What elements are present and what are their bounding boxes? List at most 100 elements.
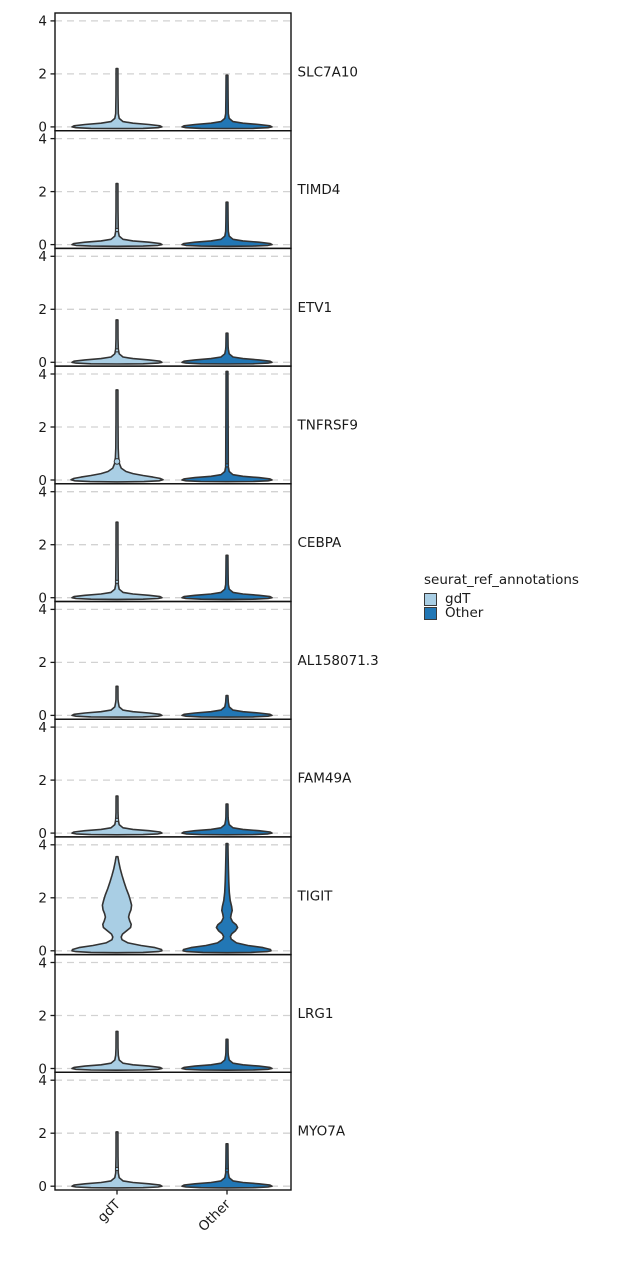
violin-MYO7A-gdT (71, 1131, 163, 1189)
facet-label-TNFRSF9: TNFRSF9 (297, 418, 358, 434)
panel-border (54, 1071, 292, 1191)
y-tick-label: 2 (38, 655, 47, 671)
panel-SLC7A10: 0 2 4 SLC7A10 (38, 12, 359, 136)
violin-ETV1-gdT (71, 319, 163, 365)
panel-border (54, 600, 292, 720)
y-tick-label: 4 (38, 955, 47, 971)
violin-LRG1-gdT (71, 1030, 163, 1071)
data-point (114, 348, 120, 353)
panel-TIGIT: 0 2 4 TIGIT (38, 836, 334, 960)
panel-border (54, 483, 292, 603)
y-tick-label: 2 (38, 1126, 47, 1142)
y-tick-label: 0 (38, 120, 47, 136)
data-point (113, 458, 121, 465)
violin-TIMD4-gdT (71, 182, 163, 248)
facet-label-TIMD4: TIMD4 (297, 182, 341, 198)
violin-TIGIT-gdT (71, 855, 163, 954)
data-point (224, 463, 230, 468)
panel-MYO7A: 0 2 4 MYO7A (38, 1071, 346, 1195)
y-tick-label: 0 (38, 473, 47, 489)
y-tick-label: 2 (38, 891, 47, 907)
x-category-label-Other: Other (195, 1196, 234, 1235)
facet-label-LRG1: LRG1 (298, 1006, 334, 1022)
violin-SLC7A10-gdT (71, 67, 163, 130)
data-point (114, 817, 120, 823)
violin-FAM49A-Other (181, 803, 273, 836)
y-tick-label: 0 (38, 355, 47, 371)
violin-FAM49A-gdT (71, 795, 163, 836)
legend-label-gdt: gdT (445, 591, 471, 607)
panel-border (54, 953, 292, 1073)
violin-SLC7A10-Other (181, 74, 273, 130)
facet-label-MYO7A: MYO7A (298, 1124, 346, 1140)
legend-title: seurat_ref_annotations (424, 572, 579, 588)
legend-item-gdt: gdT (424, 591, 579, 607)
data-point (114, 227, 120, 233)
y-tick-label: 0 (38, 237, 47, 253)
y-tick-label: 2 (38, 302, 47, 318)
violin-MYO7A-Other (181, 1143, 273, 1189)
y-tick-label: 0 (38, 1061, 47, 1077)
violin-TIGIT-Other (182, 842, 272, 954)
y-tick-label: 2 (38, 184, 47, 200)
violin-ETV1-Other (181, 332, 273, 365)
y-tick-label: 0 (38, 1179, 47, 1195)
legend-swatch-gdt-icon (424, 593, 437, 606)
violin-CEBPA-Other (181, 554, 273, 601)
panel-border (54, 247, 292, 367)
violin-AL158071.3-gdT (71, 685, 163, 718)
y-tick-label: 4 (38, 602, 47, 618)
data-point (224, 1168, 230, 1173)
y-tick-label: 0 (38, 591, 47, 607)
y-tick-label: 4 (38, 14, 47, 30)
panel-AL158071.3: 0 2 4 AL158071.3 (38, 600, 379, 724)
legend-label-other: Other (445, 605, 484, 621)
facet-label-SLC7A10: SLC7A10 (298, 64, 359, 80)
y-tick-label: 2 (38, 773, 47, 789)
y-tick-label: 2 (38, 67, 47, 83)
data-point (114, 1166, 120, 1172)
panel-border (54, 365, 292, 485)
panel-TIMD4: 0 2 4 TIMD4 (38, 129, 341, 253)
violin-LRG1-Other (181, 1038, 273, 1071)
y-tick-label: 0 (38, 944, 47, 960)
violin-CEBPA-gdT (71, 521, 163, 601)
y-tick-label: 2 (38, 538, 47, 554)
y-tick-label: 4 (38, 249, 47, 265)
y-tick-label: 2 (38, 420, 47, 436)
panel-border (54, 718, 292, 838)
panel-ETV1: 0 2 4 ETV1 (38, 247, 333, 371)
facet-label-AL158071.3: AL158071.3 (298, 653, 379, 669)
violin-TNFRSF9-Other (181, 370, 273, 483)
violin-TIMD4-Other (181, 201, 273, 248)
y-tick-label: 2 (38, 1008, 47, 1024)
y-tick-label: 4 (38, 720, 47, 736)
panel-border (54, 836, 292, 956)
x-category-label-gdT: gdT (95, 1196, 125, 1226)
panel-TNFRSF9: 0 2 4 TNFRSF9 (38, 365, 358, 489)
facet-label-ETV1: ETV1 (298, 300, 333, 316)
y-tick-label: 4 (38, 367, 47, 383)
panel-CEBPA: 0 2 4 CEBPA (38, 483, 342, 607)
y-tick-label: 4 (38, 1073, 47, 1089)
y-tick-label: 4 (38, 485, 47, 501)
violin-TNFRSF9-gdT (70, 389, 164, 483)
y-tick-label: 4 (38, 838, 47, 854)
panel-border (54, 12, 292, 132)
facet-label-TIGIT: TIGIT (297, 888, 334, 904)
facet-label-CEBPA: CEBPA (298, 535, 342, 551)
panel-LRG1: 0 2 4 LRG1 (38, 953, 334, 1077)
legend-item-other: Other (424, 605, 579, 621)
legend: seurat_ref_annotations gdT Other (424, 572, 579, 621)
y-tick-label: 0 (38, 708, 47, 724)
y-tick-label: 0 (38, 826, 47, 842)
violin-AL158071.3-Other (181, 694, 273, 718)
panel-border (54, 129, 292, 250)
y-tick-label: 4 (38, 131, 47, 147)
panel-FAM49A: 0 2 4 FAM49A (38, 718, 353, 842)
data-point (114, 579, 120, 584)
legend-swatch-other-icon (424, 607, 437, 620)
facet-label-FAM49A: FAM49A (298, 771, 353, 787)
